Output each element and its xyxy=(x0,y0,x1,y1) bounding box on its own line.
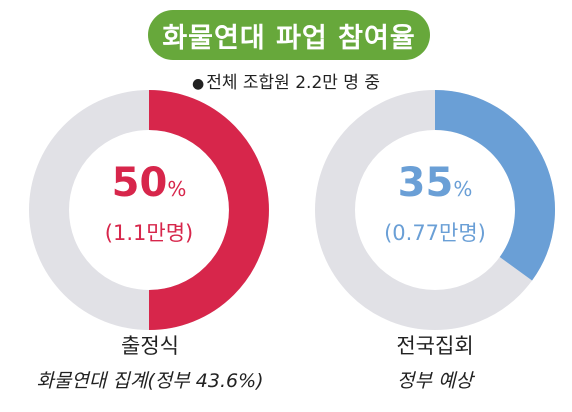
value-label-2: 35% xyxy=(398,160,473,206)
caption-sub-1: 화물연대 집계(정부 43.6%) xyxy=(36,370,264,392)
count-label-2: (0.77만명) xyxy=(384,221,486,245)
value-unit-2: % xyxy=(453,177,472,201)
bullet-icon: ● xyxy=(192,76,205,92)
count-label-1: (1.1만명) xyxy=(105,221,193,245)
donut-chart-1: 50% (1.1만명) xyxy=(29,90,269,330)
donut-segment-1 xyxy=(148,90,269,330)
donut-chart-2: 35% (0.77만명) xyxy=(315,90,555,330)
subtitle-text: 전체 조합원 2.2만 명 중 xyxy=(206,73,380,93)
caption-sub-2: 정부 예상 xyxy=(397,370,473,392)
donut-segment-2 xyxy=(434,90,555,281)
value-number-2: 35 xyxy=(398,160,454,206)
value-unit-1: % xyxy=(167,177,186,201)
value-number-1: 50 xyxy=(112,160,168,206)
chart-subtitle: ● 전체 조합원 2.2만 명 중 xyxy=(0,68,572,93)
chart-title: 화물연대 파업 참여율 xyxy=(148,10,430,60)
caption-1: 출정식 xyxy=(121,334,179,358)
caption-2: 전국집회 xyxy=(396,334,474,358)
value-label-1: 50% xyxy=(112,160,187,206)
